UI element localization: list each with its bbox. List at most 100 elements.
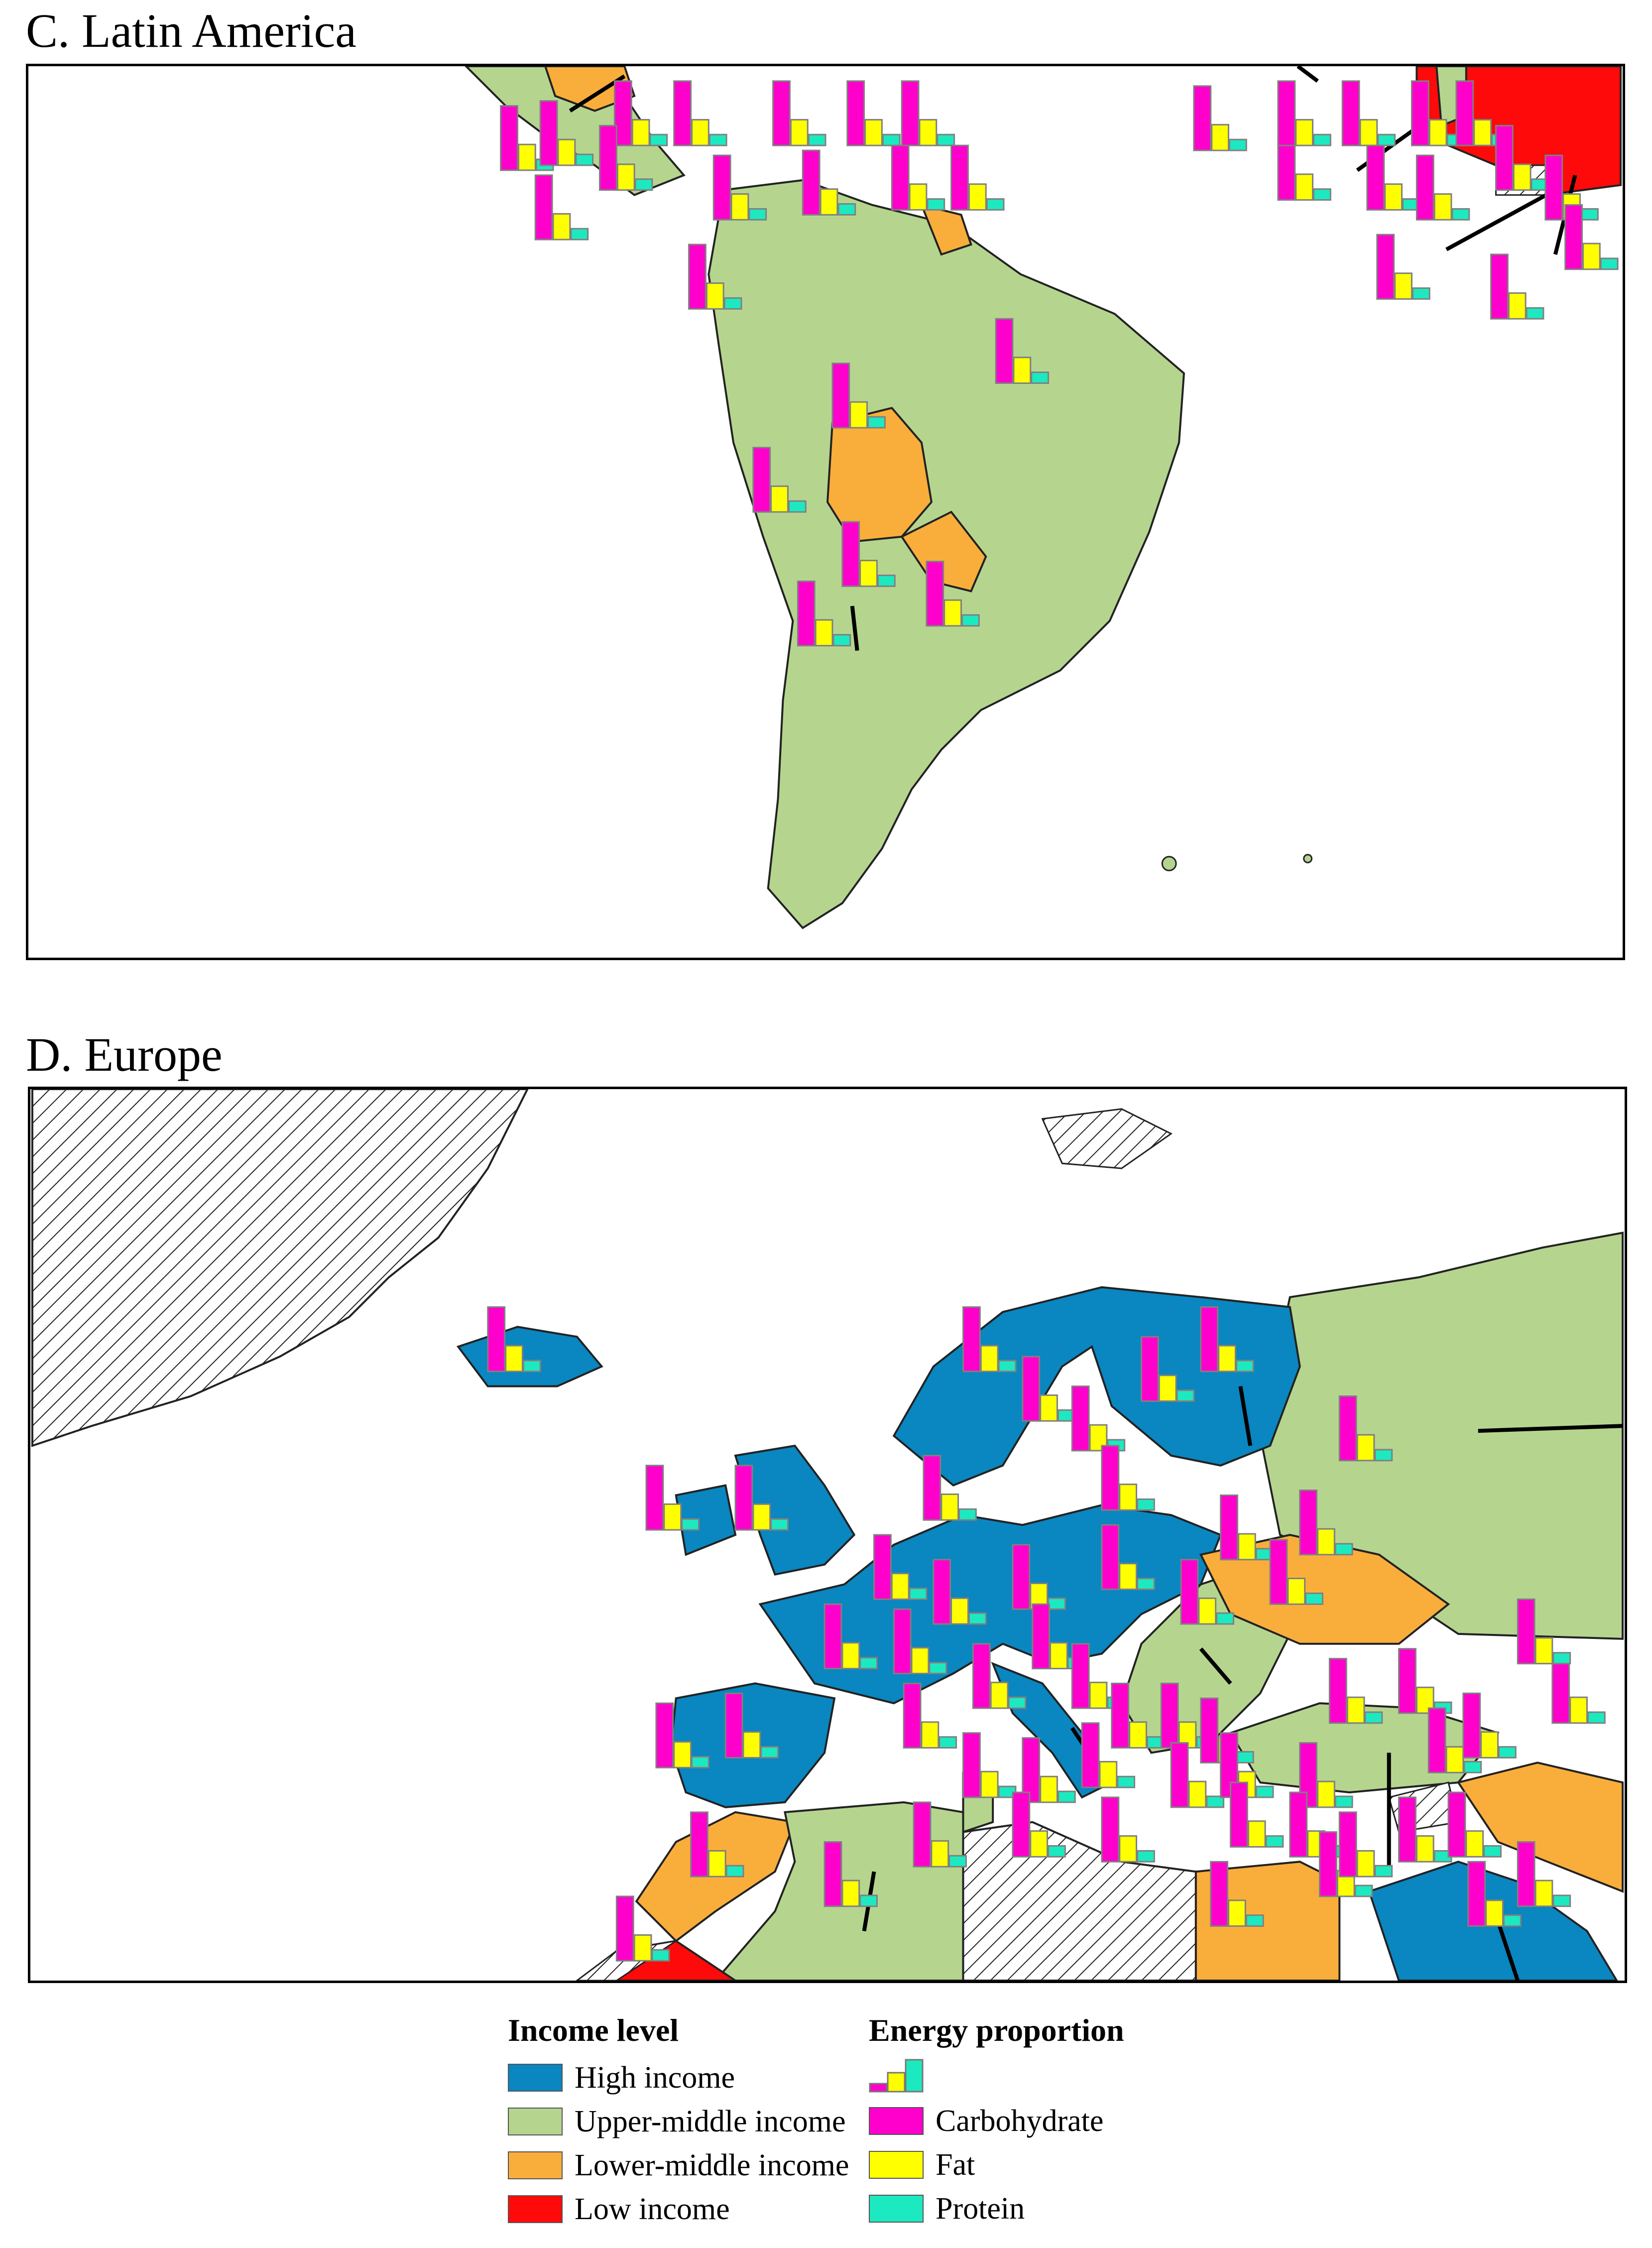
nutrient-bar: [962, 1306, 981, 1373]
map-europe: [28, 1087, 1627, 1983]
nutrient-bar: [1569, 1696, 1588, 1724]
nutrient-bar: [1334, 1543, 1353, 1556]
nutrient-bar: [891, 1573, 910, 1600]
nutrient-bar: [1289, 1791, 1308, 1858]
nutrient-bar: [1534, 1637, 1553, 1665]
legend-item-upper-middle-income: Upper-middle income: [508, 2100, 849, 2143]
egypt-region: [1194, 1861, 1341, 1981]
nutrient-bar: [505, 1345, 523, 1373]
nutrient-bar: [1245, 1914, 1264, 1927]
nutrient-bar: [552, 213, 571, 241]
nutrient-bar: [1180, 1559, 1199, 1625]
legend-income-title: Income level: [508, 2012, 679, 2048]
nutrient-bar: [958, 1508, 977, 1521]
legend-label: Fat: [936, 2147, 975, 2182]
nutrient-bar: [1334, 1795, 1353, 1808]
nutrient-bar: [1101, 1445, 1120, 1511]
nutrient-bar: [820, 188, 838, 216]
nutrient-bar: [1031, 372, 1049, 384]
nutrient-bar: [873, 1534, 892, 1600]
nutrient-bar: [919, 119, 938, 146]
nutrient-bar: [1465, 1830, 1484, 1858]
nutrient-bar: [1012, 1791, 1031, 1858]
nutrient-bar: [1328, 1658, 1347, 1724]
nutrient-bar: [1412, 287, 1430, 300]
nutrient-bar: [1313, 133, 1331, 146]
nutrient-bar: [841, 1642, 860, 1669]
nutrient-bar: [1416, 154, 1434, 221]
nutrient-bar: [772, 80, 791, 146]
nutrient-bar: [1200, 1306, 1219, 1373]
nutrient-bar: [599, 125, 617, 191]
nutrient-bar: [724, 1692, 743, 1758]
nutrient-bar: [1008, 1696, 1027, 1709]
legend-item-carbohydrate: Carbohydrate: [869, 2099, 1124, 2143]
nutrient-bar: [1364, 1711, 1383, 1724]
nutrient-bar: [1137, 1578, 1155, 1590]
nutrient-bar: [1416, 1835, 1434, 1863]
nutrient-bar: [986, 198, 1005, 211]
nutrient-bar: [877, 574, 896, 587]
nutrient-bar: [725, 1865, 744, 1877]
legend-item-lower-middle-income: Lower-middle income: [508, 2143, 849, 2187]
scandinavia-region: [892, 1286, 1301, 1487]
nutrient-bar: [1048, 1597, 1066, 1610]
nutrient-bar: [655, 1702, 674, 1768]
nutrient-bar: [1158, 1374, 1177, 1402]
nutrient-bar: [859, 1894, 878, 1907]
nutrient-bar: [1129, 1721, 1147, 1749]
map-latin-america: [26, 64, 1625, 960]
libya-no-data: [962, 1821, 1197, 1981]
nutrient-bar: [909, 1587, 928, 1600]
nutrient-bar: [663, 1503, 682, 1531]
nutrient-bar: [539, 100, 558, 166]
nutrient-bar: [1013, 357, 1032, 384]
swatch-high-income: [508, 2064, 563, 2092]
iceland-region: [456, 1326, 603, 1387]
nutrient-bar: [1295, 119, 1314, 146]
nutrient-bar: [972, 1643, 991, 1709]
legend-label: Carbohydrate: [936, 2104, 1104, 2138]
nutrient-bar: [1170, 1742, 1189, 1808]
nutrient-bar: [1462, 1692, 1481, 1758]
nutrient-bar: [1071, 1643, 1090, 1709]
nutrient-bar: [1265, 1835, 1284, 1848]
legend-label: Lower-middle income: [575, 2148, 849, 2182]
nutrient-bar: [1428, 119, 1447, 146]
island: [1161, 856, 1177, 872]
iraq-iran-region: [1456, 1761, 1624, 1893]
nutrient-bar: [990, 1681, 1009, 1709]
nutrient-bar: [708, 133, 727, 146]
nutrient-bar: [1295, 173, 1314, 201]
nutrient-bar: [1490, 253, 1509, 320]
ireland-region: [675, 1484, 737, 1556]
nutrient-bar: [1247, 1820, 1266, 1848]
nutrient-bar: [859, 1657, 878, 1669]
nutrient-bar: [841, 521, 860, 587]
nutrient-bar: [712, 154, 731, 221]
bolivia-region: [826, 406, 933, 543]
nutrient-bar: [1089, 1681, 1108, 1709]
nutrient-bar: [1356, 1434, 1375, 1462]
legend-label: High income: [575, 2060, 735, 2095]
nutrient-bar: [742, 1731, 761, 1758]
nutrient-bar: [1587, 1711, 1606, 1724]
nutrient-bar: [1022, 1356, 1041, 1422]
nutrient-bar: [1101, 1796, 1120, 1863]
nutrient-bar: [634, 178, 653, 191]
nutrient-bar: [1384, 183, 1403, 211]
nutrient-bar: [1269, 1539, 1288, 1605]
legend-label: Upper-middle income: [575, 2104, 846, 2138]
nutrient-bar: [1040, 1775, 1058, 1803]
nutrient-bar: [1032, 1603, 1051, 1669]
nutrient-bar: [1228, 1899, 1246, 1927]
swatch-protein: [869, 2195, 924, 2223]
nutrient-bar: [1193, 85, 1212, 151]
nutrient-bar: [1137, 1850, 1155, 1863]
nutrient-bar: [1228, 138, 1247, 151]
nutrient-bar: [1176, 1389, 1195, 1402]
nutrient-bar: [1359, 119, 1378, 146]
nutrient-bar: [1048, 1845, 1066, 1858]
nutrient-bar: [1119, 1484, 1138, 1511]
nutrient-bar: [944, 599, 962, 627]
